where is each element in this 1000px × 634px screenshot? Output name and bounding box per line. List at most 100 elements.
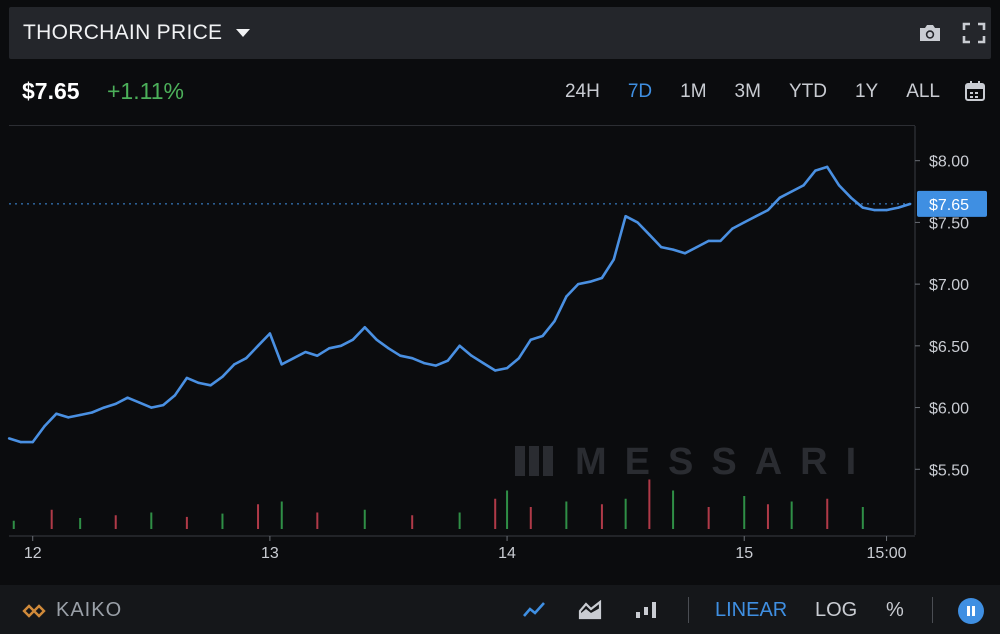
toolbar-separator <box>932 597 933 623</box>
current-price: $7.65 <box>22 78 80 104</box>
price-point <box>292 356 295 360</box>
volume-bar <box>185 516 188 529</box>
x-tick-label: 14 <box>498 545 516 562</box>
price-point <box>695 245 699 249</box>
volume-bar <box>150 512 153 529</box>
x-axis: 12 13 14 15 15:00 <box>9 535 915 562</box>
range-all[interactable]: ALL <box>906 81 940 102</box>
price-point <box>150 406 153 409</box>
price-point <box>339 344 343 348</box>
volume-bar <box>826 498 829 529</box>
price-point <box>648 233 651 236</box>
range-1m[interactable]: 1M <box>680 81 707 102</box>
price-point <box>802 184 805 187</box>
price-point <box>565 295 568 298</box>
price-point <box>505 366 509 370</box>
data-provider-name: KAIKO <box>56 599 123 621</box>
chevron-down-icon <box>236 29 251 37</box>
price-point <box>541 334 544 338</box>
chart-footer: KAIKO LINEAR LOG % <box>0 585 1000 634</box>
y-axis: $5.50 $6.00 $6.50 $7.00 $7.50 $8.00 <box>914 126 969 535</box>
price-point <box>422 361 426 365</box>
price-chart[interactable]: MESSARI $5.50 $6.00 $6.50 $7.00 $7.50 $8.00 1… <box>0 126 1000 585</box>
price-point <box>517 356 521 360</box>
volume-bar <box>600 504 603 529</box>
volume-bar <box>743 496 746 529</box>
price-point <box>897 206 900 209</box>
price-point <box>494 369 497 372</box>
price-point <box>399 354 402 357</box>
range-1y[interactable]: 1Y <box>854 81 879 102</box>
kaiko-logo: KAIKO <box>22 599 122 622</box>
price-point <box>553 319 556 323</box>
range-24h[interactable]: 24H <box>564 81 600 102</box>
price-point <box>114 402 117 406</box>
volume-bar <box>50 509 53 529</box>
percent-scale-button[interactable]: % <box>886 599 904 621</box>
camera-icon[interactable] <box>917 21 943 45</box>
fullscreen-icon[interactable] <box>961 21 987 45</box>
y-tick-label: $8.00 <box>929 154 969 171</box>
price-point <box>233 363 236 366</box>
watermark-text: MESSARI <box>575 441 874 483</box>
chart-title: THORCHAIN PRICE <box>23 21 223 44</box>
price-point <box>185 376 189 380</box>
volume-bar <box>707 507 710 529</box>
asset-selector[interactable]: THORCHAIN PRICE <box>23 21 251 45</box>
price-point <box>363 326 366 329</box>
price-point <box>280 363 283 366</box>
log-scale-button[interactable]: LOG <box>815 599 858 621</box>
price-point <box>743 221 746 224</box>
price-point <box>446 359 449 362</box>
candlestick-icon[interactable] <box>634 600 658 620</box>
price-point <box>600 276 604 280</box>
messari-logo-icon <box>515 446 553 476</box>
price-point <box>268 332 272 335</box>
header-divider <box>9 125 915 126</box>
volume-bar <box>79 518 82 529</box>
price-point <box>873 208 876 212</box>
range-7d[interactable]: 7D <box>627 81 653 102</box>
volume-bar <box>529 507 532 529</box>
price-point <box>209 384 212 387</box>
range-3m[interactable]: 3M <box>734 81 761 102</box>
volume-bar <box>624 498 627 529</box>
price-point <box>67 416 70 419</box>
price-point <box>529 338 532 341</box>
volume-bar <box>257 504 260 529</box>
price-point <box>754 215 758 218</box>
price-point <box>304 350 307 354</box>
y-tick-label: $5.50 <box>929 462 969 479</box>
price-point <box>387 347 390 350</box>
messari-watermark: MESSARI <box>515 441 874 483</box>
line-chart-icon[interactable] <box>522 600 546 620</box>
volume-bar <box>12 520 15 529</box>
x-tick-label: 15:00 <box>867 545 907 562</box>
area-chart-icon[interactable] <box>578 600 602 620</box>
price-point <box>126 396 129 399</box>
volume-bar <box>494 498 497 529</box>
price-point <box>7 437 11 440</box>
price-point <box>826 165 829 169</box>
toolbar-separator <box>688 597 689 623</box>
chart-header: THORCHAIN PRICE <box>9 7 991 59</box>
price-point <box>197 381 200 385</box>
price-point <box>221 375 224 378</box>
range-ytd[interactable]: YTD <box>788 81 827 102</box>
price-point <box>43 424 46 428</box>
price-point <box>719 239 722 243</box>
price-point <box>244 356 248 360</box>
calendar-icon[interactable] <box>964 80 986 102</box>
price-point <box>778 196 782 199</box>
price-point <box>102 406 106 409</box>
price-point <box>790 190 793 193</box>
price-point <box>683 252 687 255</box>
pause-icon[interactable] <box>958 598 984 624</box>
y-tick-label: $6.00 <box>929 401 969 418</box>
volume-bar <box>316 512 319 529</box>
price-point <box>410 356 414 360</box>
price-point <box>482 361 485 365</box>
linear-scale-button[interactable]: LINEAR <box>715 599 788 621</box>
volume-bar <box>280 501 283 529</box>
price-point <box>173 394 177 397</box>
